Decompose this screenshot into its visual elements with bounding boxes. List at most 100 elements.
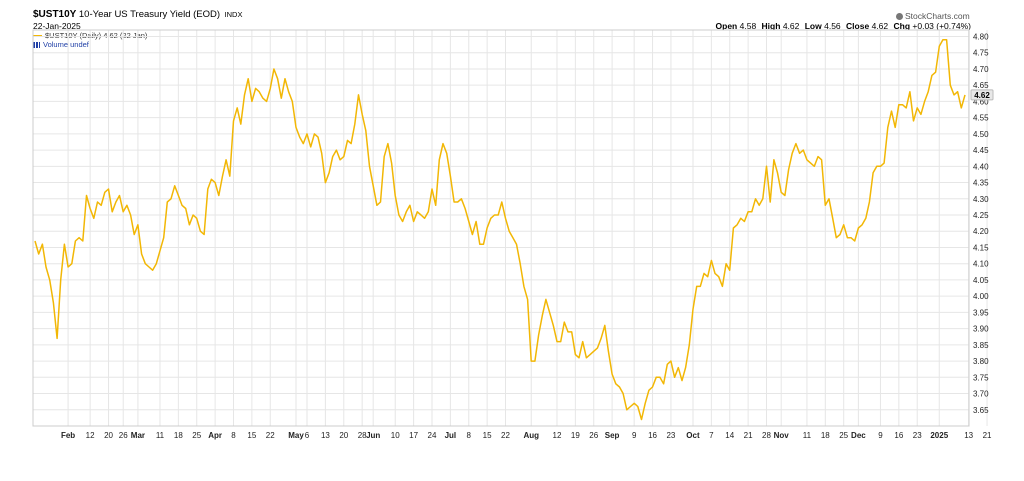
x-tick-label: 26 bbox=[589, 431, 598, 440]
chart-header: $UST10Y 10-Year US Treasury Yield (EOD) … bbox=[33, 9, 242, 20]
x-tick-label: Jun bbox=[366, 431, 380, 440]
x-tick-label: Aug bbox=[523, 431, 539, 440]
x-tick-label: 11 bbox=[156, 431, 165, 440]
x-tick-label: May bbox=[288, 431, 304, 440]
y-tick-label: 3.70 bbox=[973, 390, 989, 399]
y-tick-label: 3.65 bbox=[973, 406, 989, 415]
x-tick-label: 21 bbox=[744, 431, 753, 440]
stockcharts-logo-icon bbox=[896, 12, 903, 20]
y-tick-label: 4.45 bbox=[973, 146, 989, 155]
y-tick-label: 4.35 bbox=[973, 179, 989, 188]
x-tick-label: 28 bbox=[358, 431, 367, 440]
y-tick-label: 4.15 bbox=[973, 243, 989, 252]
x-tick-label: 20 bbox=[339, 431, 348, 440]
y-tick-label: 4.50 bbox=[973, 130, 989, 139]
y-tick-label: 4.30 bbox=[973, 195, 989, 204]
x-tick-label: 16 bbox=[894, 431, 903, 440]
x-tick-label: 17 bbox=[409, 431, 418, 440]
low-value: 4.56 bbox=[824, 21, 841, 31]
legend-series: $UST10Y (Daily) 4.62 (22 Jan) bbox=[33, 31, 147, 40]
x-tick-label: 18 bbox=[174, 431, 183, 440]
x-tick-label: 9 bbox=[632, 431, 637, 440]
high-label: High bbox=[761, 21, 781, 31]
y-tick-label: 4.20 bbox=[973, 227, 989, 236]
x-tick-label: 13 bbox=[321, 431, 330, 440]
x-tick-label: 28 bbox=[762, 431, 771, 440]
x-tick-label: 16 bbox=[648, 431, 657, 440]
y-tick-label: 4.75 bbox=[973, 49, 989, 58]
y-tick-label: 4.55 bbox=[973, 114, 989, 123]
x-tick-label: Sep bbox=[605, 431, 620, 440]
last-value-label: 4.62 bbox=[974, 91, 990, 100]
legend-series-label: $UST10Y (Daily) 4.62 (22 Jan) bbox=[45, 31, 148, 40]
y-tick-label: 4.80 bbox=[973, 32, 989, 41]
close-value: 4.62 bbox=[871, 21, 889, 31]
chg-value: +0.03 (+0.74%) bbox=[912, 21, 971, 31]
x-tick-label: 12 bbox=[553, 431, 562, 440]
open-value: 4.58 bbox=[739, 21, 757, 31]
x-tick-label: 7 bbox=[709, 431, 714, 440]
symbol-description: 10-Year US Treasury Yield (EOD) bbox=[78, 9, 221, 20]
x-tick-label: 6 bbox=[305, 431, 310, 440]
y-tick-label: 3.95 bbox=[973, 308, 989, 317]
y-tick-label: 4.00 bbox=[973, 292, 989, 301]
legend-volume-label: Volume undef bbox=[43, 40, 89, 49]
x-tick-label: 10 bbox=[391, 431, 400, 440]
x-tick-label: 8 bbox=[231, 431, 236, 440]
x-tick-label: 2025 bbox=[930, 431, 948, 440]
y-tick-label: 3.75 bbox=[973, 373, 989, 382]
x-tick-label: 19 bbox=[571, 431, 580, 440]
y-tick-label: 4.70 bbox=[973, 65, 989, 74]
legend-swatch bbox=[33, 34, 42, 37]
y-tick-label: 4.60 bbox=[973, 97, 989, 106]
y-tick-label: 3.85 bbox=[973, 341, 989, 350]
x-tick-label: Nov bbox=[774, 431, 790, 440]
x-tick-label: 21 bbox=[983, 431, 992, 440]
x-tick-label: 23 bbox=[913, 431, 922, 440]
x-tick-label: 20 bbox=[104, 431, 113, 440]
x-tick-label: 14 bbox=[725, 431, 734, 440]
y-tick-label: 3.90 bbox=[973, 325, 989, 334]
exchange: INDX bbox=[224, 10, 243, 19]
plot-frame bbox=[32, 29, 970, 427]
x-tick-label: Mar bbox=[131, 431, 145, 440]
x-tick-label: Oct bbox=[686, 431, 700, 440]
grid bbox=[33, 30, 988, 426]
x-tick-label: 13 bbox=[964, 431, 973, 440]
x-tick-label: 11 bbox=[803, 431, 812, 440]
open-label: Open bbox=[715, 21, 738, 31]
x-tick-label: 9 bbox=[878, 431, 883, 440]
chart-date: 22-Jan-2025 bbox=[33, 21, 81, 31]
y-tick-label: 3.80 bbox=[973, 357, 989, 366]
x-tick-label: 15 bbox=[247, 431, 256, 440]
x-tick-label: 15 bbox=[483, 431, 492, 440]
x-tick-label: 23 bbox=[666, 431, 675, 440]
close-label: Close bbox=[846, 21, 870, 31]
x-tick-label: 25 bbox=[192, 431, 201, 440]
last-value-badge: 4.62 bbox=[970, 89, 994, 101]
x-tick-label: 8 bbox=[467, 431, 472, 440]
x-tick-label: Dec bbox=[851, 431, 866, 440]
y-tick-label: 4.40 bbox=[973, 162, 989, 171]
symbol: $UST10Y bbox=[33, 9, 77, 20]
x-tick-label: 22 bbox=[501, 431, 510, 440]
x-tick-label: 25 bbox=[839, 431, 848, 440]
x-tick-label: 12 bbox=[86, 431, 95, 440]
chg-label: Chg bbox=[893, 21, 911, 31]
low-label: Low bbox=[804, 21, 822, 31]
y-axis: 3.65 3.70 3.75 3.80 3.85 3.90 3.95 4.00 4.05 4.10… bbox=[973, 32, 989, 414]
volume-bars-icon bbox=[33, 41, 40, 48]
x-tick-label: 22 bbox=[266, 431, 275, 440]
x-tick-label: 24 bbox=[428, 431, 437, 440]
y-tick-label: 4.05 bbox=[973, 276, 989, 285]
x-tick-label: 26 bbox=[119, 431, 128, 440]
x-tick-label: 18 bbox=[821, 431, 830, 440]
brand[interactable]: StockCharts.com bbox=[896, 11, 970, 21]
y-tick-label: 4.65 bbox=[973, 81, 989, 90]
legend-volume: Volume undef bbox=[33, 40, 89, 49]
yield-line bbox=[34, 38, 966, 421]
ohlc-readout: Open 4.58 High 4.62 Low 4.56 Close 4.62 … bbox=[716, 21, 974, 31]
y-tick-label: 4.10 bbox=[973, 260, 989, 269]
high-value: 4.62 bbox=[782, 21, 800, 31]
